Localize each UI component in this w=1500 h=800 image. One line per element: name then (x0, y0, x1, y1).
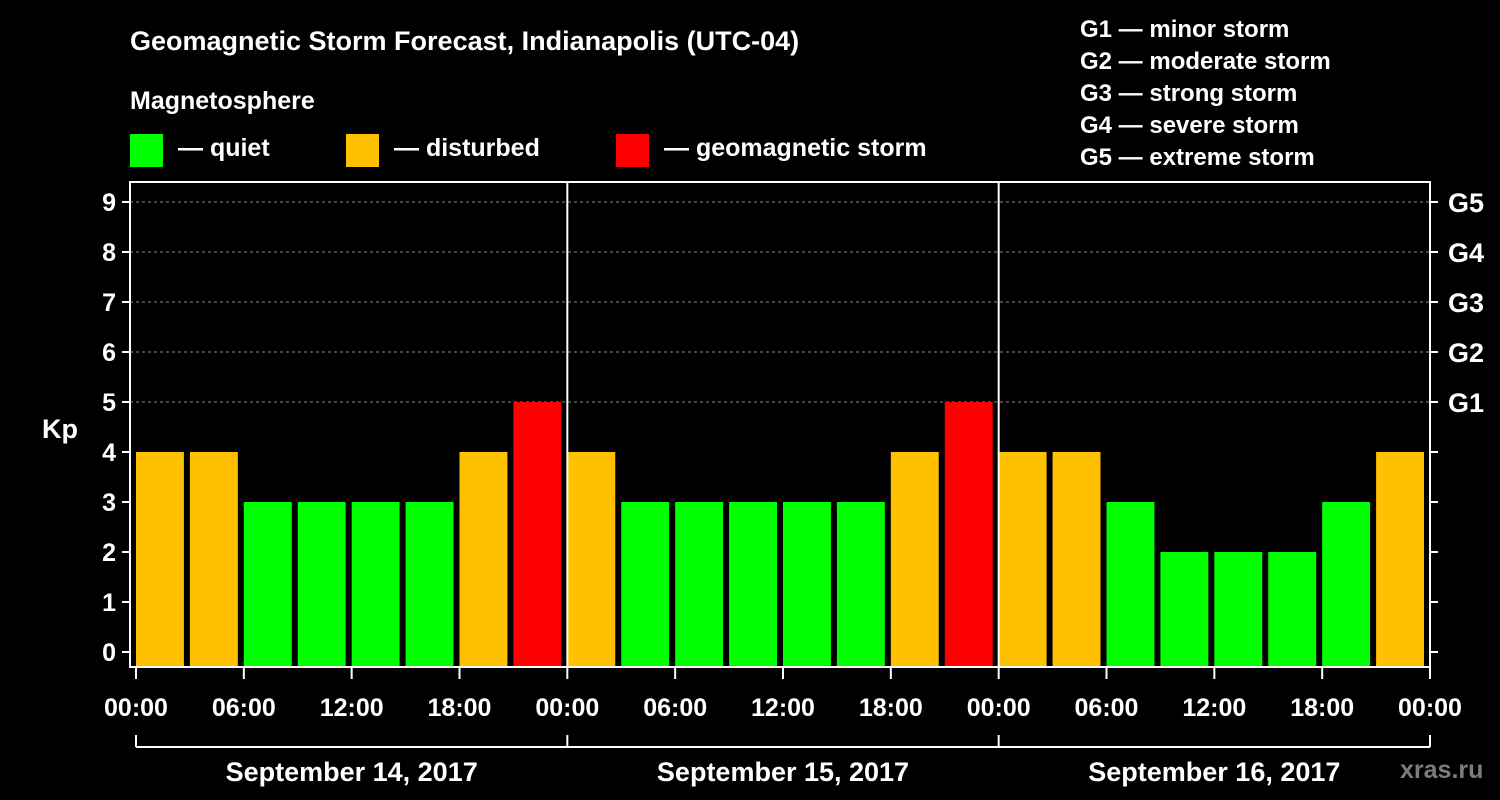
kp-bar-15 (944, 402, 993, 667)
kp-bar-5 (405, 502, 454, 667)
kp-bar-10 (675, 502, 724, 667)
kp-bar-17 (1052, 452, 1101, 667)
legend-swatch-storm (616, 134, 649, 167)
x-tick-label-8: 00:00 (967, 694, 1031, 722)
legend-quiet-label: — quiet (178, 134, 270, 162)
x-tick-label-10: 12:00 (1182, 694, 1246, 722)
legend-storm-label: — geomagnetic storm (664, 134, 927, 162)
kp-bar-8 (567, 452, 616, 667)
x-tick-label-1: 06:00 (212, 694, 276, 722)
day-label-3: September 16, 2017 (1088, 757, 1340, 787)
kp-bar-7 (513, 402, 562, 667)
storm-level-g3: G3 — strong storm (1080, 80, 1298, 107)
kp-bar-11 (729, 502, 777, 667)
legend-swatch-quiet (130, 134, 163, 167)
kp-bar-3 (297, 502, 346, 667)
day-label-2: September 15, 2017 (657, 757, 909, 787)
right-axis-label-g5: G5 (1448, 188, 1484, 218)
kp-bar-6 (459, 452, 508, 667)
chart-title: Geomagnetic Storm Forecast, Indianapolis… (130, 26, 800, 56)
plot-frame (129, 181, 1431, 668)
y-tick-label-3: 3 (102, 489, 116, 517)
y-axis-label: Kp (42, 414, 78, 444)
kp-bar-14 (890, 452, 939, 667)
x-tick-label-9: 06:00 (1075, 694, 1139, 722)
y-tick-label-9: 9 (102, 189, 116, 217)
day-label-1: September 14, 2017 (226, 757, 478, 787)
kp-bar-4 (351, 502, 400, 667)
x-tick-label-3: 18:00 (428, 694, 492, 722)
kp-bar-16 (998, 452, 1047, 667)
storm-level-g4: G4 — severe storm (1080, 112, 1299, 139)
legend-disturbed-label: — disturbed (394, 134, 540, 162)
storm-level-g5: G5 — extreme storm (1080, 144, 1315, 171)
kp-bar-12 (783, 502, 831, 667)
y-tick-label-8: 8 (102, 239, 116, 267)
x-tick-label-2: 12:00 (320, 694, 384, 722)
kp-bar-9 (621, 502, 670, 667)
kp-bar-18 (1106, 502, 1155, 667)
kp-bar-0 (136, 452, 184, 667)
y-tick-label-4: 4 (102, 439, 116, 467)
y-tick-label-0: 0 (102, 639, 116, 667)
kp-bar-22 (1322, 502, 1371, 667)
right-axis-label-g2: G2 (1448, 338, 1484, 368)
y-tick-label-5: 5 (102, 389, 116, 417)
kp-bar-23 (1376, 452, 1424, 667)
storm-level-g1: G1 — minor storm (1080, 16, 1290, 43)
right-axis-label-g1: G1 (1448, 388, 1484, 418)
y-tick-label-2: 2 (102, 539, 116, 567)
x-tick-label-7: 18:00 (859, 694, 923, 722)
y-tick-label-1: 1 (102, 589, 116, 617)
watermark: xras.ru (1400, 756, 1484, 784)
right-axis-label-g4: G4 (1448, 238, 1484, 268)
legend-swatch-disturbed (346, 134, 379, 167)
y-tick-label-7: 7 (102, 289, 116, 317)
kp-bar-1 (189, 452, 238, 667)
x-tick-label-6: 12:00 (751, 694, 815, 722)
y-tick-label-6: 6 (102, 339, 116, 367)
x-tick-label-4: 00:00 (535, 694, 599, 722)
kp-bar-20 (1214, 552, 1263, 667)
x-tick-label-11: 18:00 (1290, 694, 1354, 722)
x-tick-label-5: 06:00 (643, 694, 707, 722)
storm-level-g2: G2 — moderate storm (1080, 48, 1331, 75)
kp-bar-19 (1160, 552, 1209, 667)
x-tick-label-12: 00:00 (1398, 694, 1462, 722)
kp-bar-2 (243, 502, 292, 667)
x-tick-label-0: 00:00 (104, 694, 168, 722)
kp-bar-21 (1268, 552, 1317, 667)
right-axis-label-g3: G3 (1448, 288, 1484, 318)
kp-bar-13 (836, 502, 885, 667)
magnetosphere-label: Magnetosphere (130, 87, 315, 115)
